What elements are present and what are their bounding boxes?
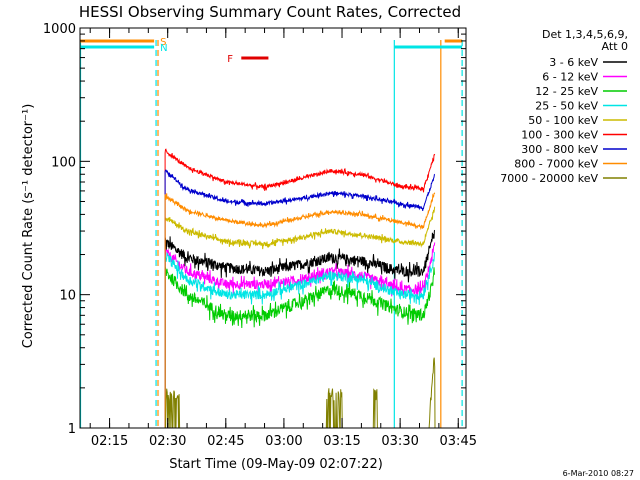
series-line-0 bbox=[164, 229, 436, 428]
x-tick-label-2: 02:45 bbox=[207, 434, 244, 449]
x-tick-label-3: 03:00 bbox=[265, 434, 302, 449]
flag-label-s: S bbox=[160, 37, 166, 48]
legend-label-3: 25 - 50 keV bbox=[535, 100, 598, 113]
legend-label-1: 6 - 12 keV bbox=[542, 71, 598, 84]
legend-label-7: 800 - 7000 keV bbox=[514, 158, 598, 171]
legend-label-5: 100 - 300 keV bbox=[521, 129, 598, 142]
chart-title: HESSI Observing Summary Count Rates, Cor… bbox=[79, 3, 461, 21]
x-tick-label-6: 03:45 bbox=[440, 434, 477, 449]
legend-header-0: Det 1,3,4,5,6,9, bbox=[542, 28, 628, 41]
x-tick-label-1: 02:30 bbox=[149, 434, 186, 449]
legend-label-6: 300 - 800 keV bbox=[521, 143, 598, 156]
y-tick-label-1: 10 bbox=[59, 289, 76, 304]
series-line-4 bbox=[164, 206, 436, 428]
x-tick-label-4: 03:15 bbox=[323, 434, 360, 449]
legend-label-0: 3 - 6 keV bbox=[549, 56, 598, 69]
series-line-5 bbox=[164, 148, 436, 428]
footer-date: 6-Mar-2010 08:27 bbox=[563, 469, 634, 478]
series-line-2 bbox=[164, 267, 436, 428]
plot-frame bbox=[79, 27, 467, 429]
legend-label-2: 12 - 25 keV bbox=[535, 85, 598, 98]
series-line-6 bbox=[164, 169, 435, 428]
y-tick-label-0: 1 bbox=[68, 422, 76, 437]
legend-label-8: 7000 - 20000 keV bbox=[500, 172, 598, 185]
legend-label-4: 50 - 100 keV bbox=[528, 114, 598, 127]
y-axis-label: Corrected Count Rate (s⁻¹ detector⁻¹) bbox=[21, 104, 36, 349]
x-tick-label-0: 02:15 bbox=[91, 434, 128, 449]
x-axis-label: Start Time (09-May-09 02:07:22) bbox=[169, 457, 383, 472]
legend-header-1: Att 0 bbox=[602, 40, 628, 53]
flag-label-f: F bbox=[227, 54, 233, 65]
series-line-7 bbox=[164, 192, 436, 428]
flag-label-n: N bbox=[160, 43, 167, 54]
x-tick-label-5: 03:30 bbox=[381, 434, 418, 449]
y-tick-label-2: 100 bbox=[51, 155, 76, 170]
series-line-3 bbox=[164, 251, 435, 428]
y-tick-label-3: 1000 bbox=[43, 22, 76, 37]
